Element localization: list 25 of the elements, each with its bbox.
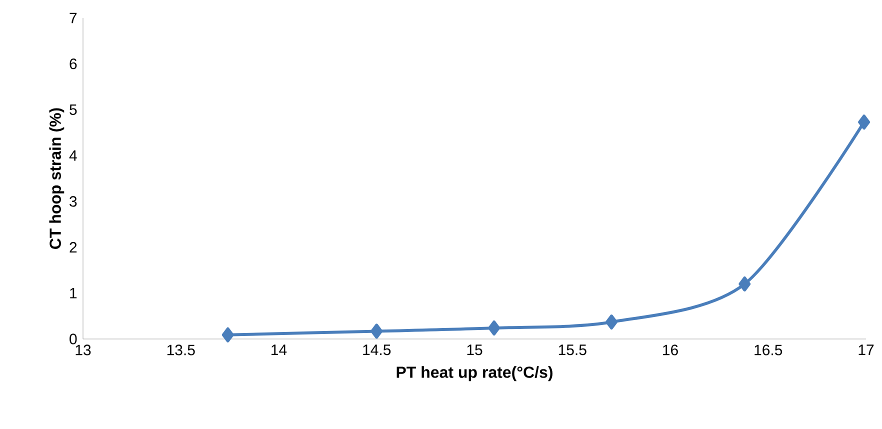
x-tick-label: 16.5	[754, 344, 782, 356]
point	[370, 324, 383, 339]
point	[222, 327, 234, 342]
y-axis-title: CT hoop strain (%)	[49, 108, 64, 249]
x-axis-title: PT heat up rate(°C/s)	[396, 366, 552, 382]
x-tick-label: 16	[663, 344, 678, 356]
y-tick-label: 5	[70, 104, 77, 115]
x-tick-label: 13.5	[167, 344, 195, 356]
y-tick-label: 6	[70, 58, 77, 70]
point	[606, 314, 618, 330]
y-tick-label: 4	[69, 150, 77, 161]
point	[738, 276, 751, 292]
x-tick-label: 13	[76, 344, 91, 356]
x-tick-label: 17	[858, 344, 874, 355]
y-tick-label: 7	[70, 12, 77, 24]
x-tick-label: 14.5	[363, 344, 391, 356]
point	[858, 114, 870, 130]
y-tick-label: 0	[70, 334, 77, 344]
point	[488, 320, 500, 336]
x-tick-label: 15	[467, 344, 482, 356]
y-tick-label: 3	[70, 196, 77, 207]
x-tick-label: 14	[272, 344, 287, 355]
y-tick-label: 2	[70, 242, 77, 253]
x-tick-label: 15.5	[558, 344, 586, 356]
y-tick-label: 1	[70, 288, 77, 298]
